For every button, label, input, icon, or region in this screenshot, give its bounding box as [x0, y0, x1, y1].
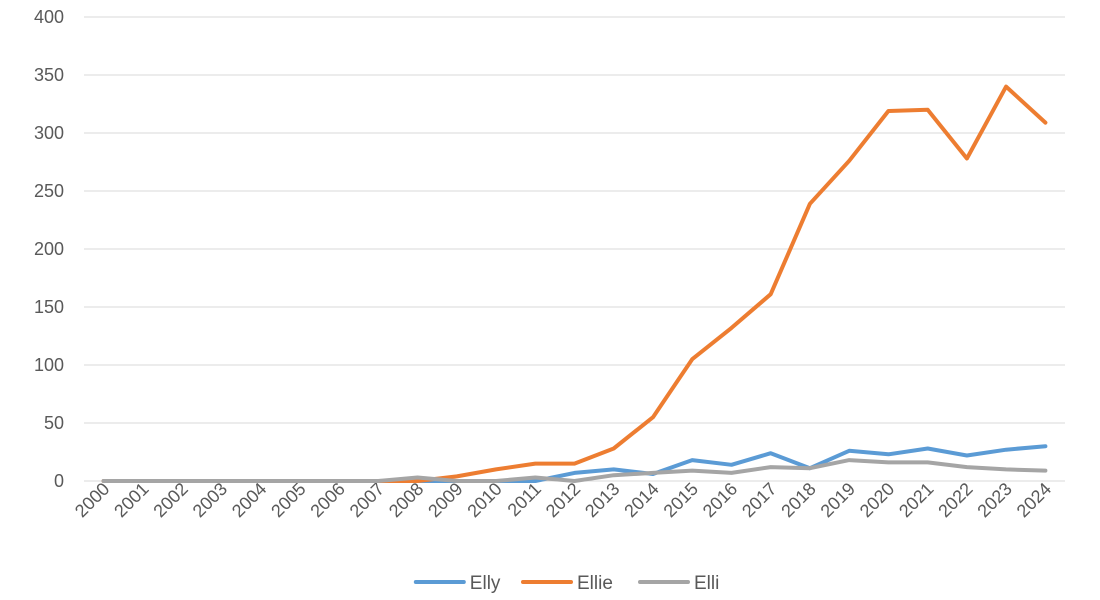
- x-tick-label: 2008: [385, 479, 427, 521]
- x-tick-label: 2015: [660, 479, 702, 521]
- x-tick-label: 2022: [934, 479, 976, 521]
- y-axis-ticks: 0 50 100 150 200 250 300 350 400: [34, 7, 64, 491]
- y-tick-label: 250: [34, 181, 64, 201]
- x-tick-label: 2011: [504, 479, 546, 521]
- x-tick-label: 2002: [149, 479, 191, 521]
- x-tick-label: 2004: [228, 479, 270, 521]
- x-axis-ticks: 2000200120022003200420052006200720082009…: [71, 479, 1055, 521]
- legend-label-ellie: Ellie: [577, 573, 613, 594]
- x-tick-label: 2014: [620, 479, 662, 521]
- y-tick-label: 400: [34, 7, 64, 27]
- x-tick-label: 2019: [817, 479, 859, 521]
- y-tick-label: 50: [44, 413, 64, 433]
- series-line-ellie: [101, 84, 1048, 483]
- x-tick-label: 2021: [895, 479, 937, 521]
- series-line-elli: [101, 458, 1048, 483]
- y-tick-label: 100: [34, 355, 64, 375]
- x-tick-label: 2012: [542, 479, 584, 521]
- x-tick-label: 2024: [1013, 479, 1055, 521]
- x-tick-label: 2018: [777, 479, 819, 521]
- y-tick-label: 200: [34, 239, 64, 259]
- x-tick-label: 2016: [699, 479, 741, 521]
- x-tick-label: 2010: [463, 479, 505, 521]
- gridlines: [84, 16, 1065, 482]
- x-tick-label: 2023: [974, 479, 1016, 521]
- x-tick-label: 2017: [738, 479, 780, 521]
- x-tick-label: 2003: [189, 479, 231, 521]
- y-tick-label: 300: [34, 123, 64, 143]
- y-tick-label: 150: [34, 297, 64, 317]
- x-tick-label: 2007: [346, 479, 388, 521]
- x-tick-label: 2000: [71, 479, 113, 521]
- x-tick-label: 2009: [424, 479, 466, 521]
- legend-label-elli: Elli: [694, 573, 719, 594]
- x-tick-label: 2006: [306, 479, 348, 521]
- y-tick-label: 350: [34, 65, 64, 85]
- y-tick-label: 0: [54, 471, 64, 491]
- x-tick-label: 2013: [581, 479, 623, 521]
- legend: Elly Ellie Elli: [413, 573, 719, 594]
- x-tick-label: 2001: [110, 479, 152, 521]
- x-tick-label: 2020: [856, 479, 898, 521]
- series-lines: [101, 84, 1048, 483]
- x-tick-label: 2005: [267, 479, 309, 521]
- legend-label-elly: Elly: [470, 573, 501, 594]
